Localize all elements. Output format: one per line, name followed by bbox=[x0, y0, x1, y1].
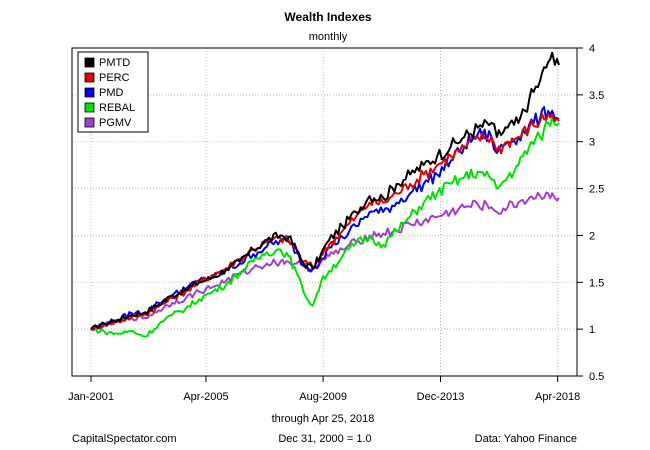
series-line-pgmv bbox=[91, 193, 559, 330]
x-tick-label: Aug-2009 bbox=[299, 391, 347, 403]
legend-label: PGMV bbox=[99, 117, 132, 129]
y-tick-label: 3 bbox=[589, 137, 595, 149]
legend-swatch bbox=[85, 58, 94, 67]
legend: PMTD PERC PMD REBAL PGMV bbox=[78, 52, 148, 132]
y-tick-label: 1.5 bbox=[589, 277, 604, 289]
legend-label: PMD bbox=[99, 87, 124, 99]
series-line-perc bbox=[91, 114, 559, 331]
y-tick-label: 4 bbox=[589, 43, 595, 55]
footer-source-site: CapitalSpectator.com bbox=[72, 433, 177, 445]
y-tick-label: 3.5 bbox=[589, 90, 604, 102]
chart-title: Wealth Indexes bbox=[284, 10, 371, 24]
legend-label: PERC bbox=[99, 72, 130, 84]
footer-data-credit: Data: Yahoo Finance bbox=[475, 433, 577, 445]
series-line-pmtd bbox=[91, 53, 559, 329]
x-tick-label: Jan-2001 bbox=[68, 391, 114, 403]
y-tick-label: 0.5 bbox=[589, 371, 604, 383]
x-axis-label: through Apr 25, 2018 bbox=[272, 413, 375, 425]
x-tick-label: Apr-2005 bbox=[183, 391, 228, 403]
legend-swatch bbox=[85, 73, 94, 82]
chart-subtitle: monthly bbox=[309, 31, 348, 43]
y-tick-label: 2.5 bbox=[589, 184, 604, 196]
footer-base-note: Dec 31, 2000 = 1.0 bbox=[278, 433, 371, 445]
legend-swatch bbox=[85, 118, 94, 127]
x-tick-label: Apr-2018 bbox=[535, 391, 580, 403]
legend-label: PMTD bbox=[99, 57, 130, 69]
legend-swatch bbox=[85, 103, 94, 112]
legend-label: REBAL bbox=[99, 102, 135, 114]
x-tick-label: Dec-2013 bbox=[417, 391, 465, 403]
y-tick-label: 2 bbox=[589, 230, 595, 242]
legend-swatch bbox=[85, 88, 94, 97]
y-tick-label: 1 bbox=[589, 324, 595, 336]
